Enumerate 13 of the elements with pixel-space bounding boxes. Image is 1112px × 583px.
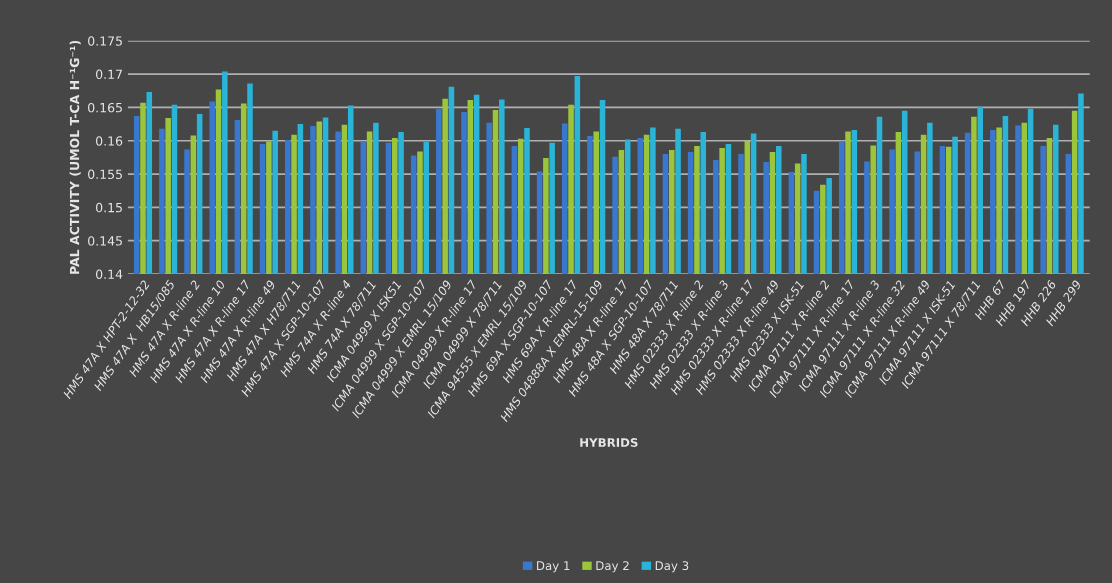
y-tick-label: 0.14 — [96, 269, 123, 279]
y-tick-label: 0.16 — [96, 136, 123, 146]
y-tick-label: 0.145 — [88, 236, 122, 246]
legend-label: Day 1 — [537, 561, 570, 573]
legend-label: Day 2 — [596, 561, 629, 573]
y-tick-label: 0.155 — [88, 169, 122, 179]
y-tick-label: 0.175 — [88, 36, 122, 46]
x-axis-title: HYBRIDS — [580, 438, 638, 447]
y-tick-label: 0.165 — [88, 102, 122, 113]
y-tick-label: 0.15 — [96, 202, 122, 213]
legend-label: Day 3 — [655, 561, 689, 573]
y-tick-label: 0.17 — [96, 69, 122, 80]
y-axis-title: PAL ACTIVITY (UMOL T-CA H⁻¹G⁻¹) — [69, 40, 81, 274]
